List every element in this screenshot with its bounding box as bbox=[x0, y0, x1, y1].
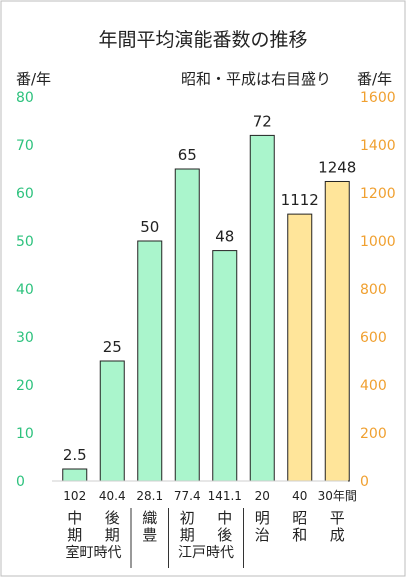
bar bbox=[324, 180, 350, 482]
bar bbox=[249, 134, 275, 482]
bar-era-label: 期 bbox=[105, 526, 120, 544]
bar-years-label: 20 bbox=[255, 489, 270, 503]
left-tick-label: 60 bbox=[16, 186, 34, 202]
left-tick-label: 0 bbox=[16, 474, 25, 490]
right-axis-unit: 番/年 bbox=[357, 70, 392, 88]
right-tick-label: 1400 bbox=[360, 138, 396, 154]
bar-era-label: 昭 bbox=[292, 509, 307, 527]
right-tick-label: 0 bbox=[360, 474, 369, 490]
left-tick-label: 40 bbox=[16, 282, 34, 298]
left-tick-label: 50 bbox=[16, 234, 34, 250]
bar-value-label: 1248 bbox=[318, 158, 356, 176]
bar-years-label: 40 bbox=[292, 489, 307, 503]
bar-era-label: 治 bbox=[255, 526, 270, 544]
right-tick-label: 1200 bbox=[360, 186, 396, 202]
bar-era-label: 期 bbox=[180, 526, 195, 544]
left-tick-label: 80 bbox=[16, 90, 34, 106]
value-labels: 2.5 25 50 65 48 72 1112 1248 bbox=[63, 112, 357, 464]
bar-era-label: 平 bbox=[330, 509, 345, 527]
year-labels: 102 40.4 28.1 77.4 141.1 20 40 30年間 bbox=[63, 489, 357, 503]
left-tick-label: 30 bbox=[16, 330, 34, 346]
left-tick-label: 20 bbox=[16, 378, 34, 394]
bar-era-label: 初 bbox=[180, 509, 195, 527]
bar-value-label: 48 bbox=[215, 228, 234, 246]
bar-era-label: 後 bbox=[217, 526, 232, 544]
bar-value-label: 65 bbox=[178, 146, 197, 164]
era-group-label: 室町時代 bbox=[66, 544, 122, 561]
era-group-label: 江戸時代 bbox=[178, 545, 234, 561]
bar-years-label: 30年間 bbox=[318, 489, 357, 503]
bar-value-label: 1112 bbox=[281, 191, 319, 209]
bar-era-label: 明 bbox=[255, 509, 270, 527]
right-tick-label: 1600 bbox=[360, 90, 396, 106]
bar-era-label: 中 bbox=[217, 509, 232, 527]
bar-years-label: 77.4 bbox=[174, 489, 201, 503]
right-tick-label: 1000 bbox=[360, 234, 396, 250]
bar bbox=[174, 168, 200, 482]
bar-era-label: 和 bbox=[292, 526, 307, 544]
bar-era-label: 中 bbox=[67, 509, 82, 527]
bar-years-label: 141.1 bbox=[208, 489, 242, 503]
bar-era-label: 後 bbox=[105, 509, 120, 527]
bar bbox=[212, 250, 238, 482]
bar-value-label: 72 bbox=[253, 112, 272, 130]
bar bbox=[62, 468, 88, 482]
bar-value-label: 2.5 bbox=[63, 446, 87, 464]
bar-years-label: 40.4 bbox=[99, 489, 126, 503]
bar bbox=[137, 240, 163, 482]
axis-note: 昭和・平成は右目盛り bbox=[181, 70, 331, 88]
right-axis-ticks: 0 200 400 600 800 1000 1200 1400 1600 bbox=[360, 90, 396, 490]
chart-title: 年間平均演能番数の推移 bbox=[98, 29, 307, 51]
bar-era-label: 期 bbox=[67, 526, 82, 544]
left-axis-ticks: 0 10 20 30 40 50 60 70 80 bbox=[16, 90, 34, 490]
bar-years-label: 102 bbox=[63, 489, 86, 503]
right-tick-label: 200 bbox=[360, 426, 387, 442]
bar-era-label: 成 bbox=[330, 526, 345, 544]
left-axis-unit: 番/年 bbox=[16, 70, 51, 88]
bar-era-label: 織 bbox=[142, 509, 157, 527]
right-tick-label: 800 bbox=[360, 282, 387, 298]
bar bbox=[99, 360, 125, 482]
left-tick-label: 10 bbox=[16, 426, 34, 442]
bars bbox=[62, 134, 350, 482]
left-tick-label: 70 bbox=[16, 138, 34, 154]
era-groups: 室町時代 江戸時代 bbox=[66, 508, 244, 568]
right-tick-label: 600 bbox=[360, 330, 387, 346]
bar-value-label: 25 bbox=[103, 338, 122, 356]
right-tick-label: 400 bbox=[360, 378, 387, 394]
bar-value-label: 50 bbox=[140, 218, 159, 236]
bar-years-label: 28.1 bbox=[136, 489, 163, 503]
bar bbox=[287, 213, 313, 482]
bar-era-label: 豊 bbox=[142, 526, 157, 544]
